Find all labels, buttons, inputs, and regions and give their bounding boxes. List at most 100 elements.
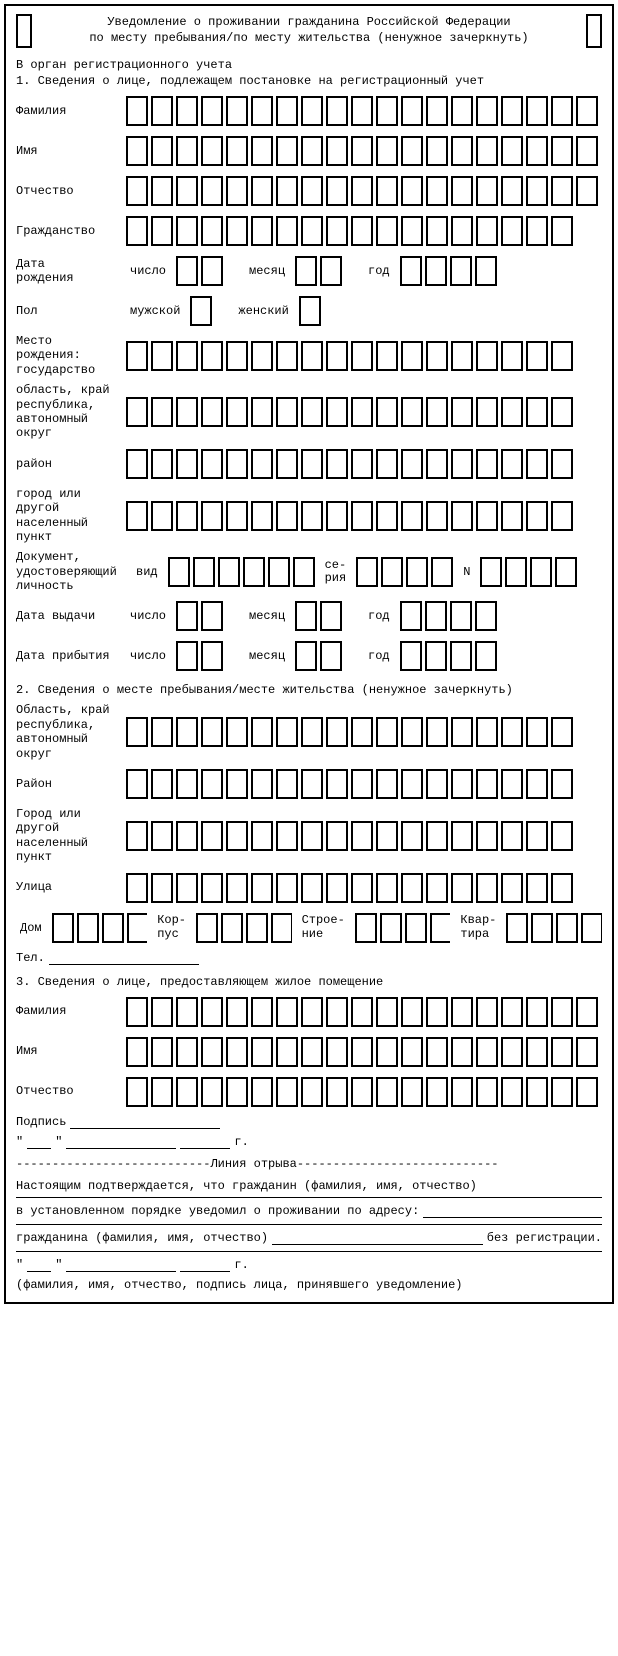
cells-district2[interactable] bbox=[126, 769, 573, 799]
row-tel: Тел. bbox=[16, 951, 602, 965]
row-issue-date: Дата выдачи число месяц год bbox=[16, 599, 602, 633]
label-sex: Пол bbox=[16, 304, 120, 318]
confirm-rule3 bbox=[16, 1251, 602, 1252]
cells-stroenie[interactable] bbox=[355, 913, 451, 943]
label-tel: Тел. bbox=[16, 951, 45, 965]
label-issue-day: число bbox=[126, 609, 170, 623]
label-issue-date: Дата выдачи bbox=[16, 609, 120, 623]
row-doc: Документ, удостоверяющий личность вид се… bbox=[16, 550, 602, 593]
cells-street[interactable] bbox=[126, 873, 573, 903]
cells-region2[interactable] bbox=[126, 717, 573, 747]
cells-pob-state[interactable] bbox=[126, 341, 573, 371]
cells-region[interactable] bbox=[126, 397, 573, 427]
confirm-rule2[interactable] bbox=[16, 1224, 602, 1225]
cells-district[interactable] bbox=[126, 449, 573, 479]
cells-arrival-year[interactable] bbox=[400, 641, 497, 671]
cells-issue-year[interactable] bbox=[400, 601, 497, 631]
cells-citizenship[interactable] bbox=[126, 216, 573, 246]
confirm-line3: гражданина (фамилия, имя, отчество) без … bbox=[16, 1231, 602, 1245]
cells-arrival-month[interactable] bbox=[295, 641, 342, 671]
cells-arrival-day[interactable] bbox=[176, 641, 223, 671]
label-year: год bbox=[364, 264, 394, 278]
cells-issue-month[interactable] bbox=[295, 601, 342, 631]
label-doc-n: N bbox=[459, 565, 474, 579]
cells-doc-n[interactable] bbox=[480, 557, 577, 587]
label-city: город или другой населенный пункт bbox=[16, 487, 120, 545]
label-issue-month: месяц bbox=[245, 609, 289, 623]
label-male: мужской bbox=[126, 304, 184, 318]
cell-male[interactable] bbox=[190, 296, 212, 326]
header: Уведомление о проживании гражданина Росс… bbox=[16, 14, 602, 48]
confirm-rule1[interactable] bbox=[16, 1197, 602, 1198]
cells-name[interactable] bbox=[126, 136, 598, 166]
row-date1: " " г. bbox=[16, 1135, 602, 1149]
date2-quote-open: " bbox=[16, 1258, 23, 1272]
row-sex: Пол мужской женский bbox=[16, 294, 602, 328]
label-district: район bbox=[16, 457, 120, 471]
cells-city[interactable] bbox=[126, 501, 573, 531]
confirm3a-text: гражданина (фамилия, имя, отчество) bbox=[16, 1231, 268, 1245]
confirm3-field[interactable] bbox=[272, 1233, 483, 1245]
label-citizenship: Гражданство bbox=[16, 224, 120, 238]
row-name3: Имя bbox=[16, 1035, 602, 1069]
confirm-line2: в установленном порядке уведомил о прожи… bbox=[16, 1204, 602, 1218]
row-arrival-date: Дата прибытия число месяц год bbox=[16, 639, 602, 673]
row-surname3: Фамилия bbox=[16, 995, 602, 1029]
date-quote-close: " bbox=[55, 1135, 62, 1149]
label-region2: Область, край республика, автономный окр… bbox=[16, 703, 120, 761]
cells-house[interactable] bbox=[52, 913, 148, 943]
row-patronymic: Отчество bbox=[16, 174, 602, 208]
confirm2-text: в установленном порядке уведомил о прожи… bbox=[16, 1204, 419, 1218]
label-name: Имя bbox=[16, 144, 120, 158]
row-dob: Дата рождения число месяц год bbox=[16, 254, 602, 288]
tel-field[interactable] bbox=[49, 951, 199, 964]
label-issue-year: год bbox=[364, 609, 394, 623]
date2-month[interactable] bbox=[66, 1258, 176, 1271]
form-page: Уведомление о проживании гражданина Росс… bbox=[4, 4, 614, 1304]
cells-patronymic3[interactable] bbox=[126, 1077, 598, 1107]
cells-patronymic[interactable] bbox=[126, 176, 598, 206]
cells-doc-kind[interactable] bbox=[168, 557, 315, 587]
label-arrival-date: Дата прибытия bbox=[16, 649, 120, 663]
corner-box-left bbox=[16, 14, 32, 48]
label-patronymic3: Отчество bbox=[16, 1084, 120, 1098]
label-arrival-year: год bbox=[364, 649, 394, 663]
cells-issue-day[interactable] bbox=[176, 601, 223, 631]
signature-field[interactable] bbox=[70, 1115, 220, 1128]
row-city2: Город или другой населенный пункт bbox=[16, 807, 602, 865]
cells-surname3[interactable] bbox=[126, 997, 598, 1027]
label-arrival-month: месяц bbox=[245, 649, 289, 663]
label-district2: Район bbox=[16, 777, 120, 791]
confirm2-field[interactable] bbox=[423, 1206, 602, 1218]
row-street: Улица bbox=[16, 871, 602, 905]
label-stroenie: Строе- ние bbox=[298, 914, 349, 940]
cells-kvartira[interactable] bbox=[506, 913, 602, 943]
cells-dob-day[interactable] bbox=[176, 256, 223, 286]
date1-month[interactable] bbox=[66, 1135, 176, 1148]
cell-female[interactable] bbox=[299, 296, 321, 326]
cells-name3[interactable] bbox=[126, 1037, 598, 1067]
label-kvartira: Квар- тира bbox=[456, 914, 500, 940]
cells-dob-month[interactable] bbox=[295, 256, 342, 286]
label-street: Улица bbox=[16, 880, 120, 894]
section1-title: 1. Сведения о лице, подлежащем постановк… bbox=[16, 74, 602, 88]
label-doc-series: се- рия bbox=[321, 559, 351, 585]
organ-line: В орган регистрационного учета bbox=[16, 58, 602, 72]
cells-city2[interactable] bbox=[126, 821, 573, 851]
date2-quote-close: " bbox=[55, 1258, 62, 1272]
label-doc-kind: вид bbox=[132, 565, 162, 579]
row-surname: Фамилия bbox=[16, 94, 602, 128]
label-day: число bbox=[126, 264, 170, 278]
label-arrival-day: число bbox=[126, 649, 170, 663]
date1-year[interactable] bbox=[180, 1135, 230, 1148]
cells-dob-year[interactable] bbox=[400, 256, 497, 286]
row-district2: Район bbox=[16, 767, 602, 801]
row-name: Имя bbox=[16, 134, 602, 168]
date2-day[interactable] bbox=[27, 1258, 51, 1271]
date2-year[interactable] bbox=[180, 1258, 230, 1271]
cells-korpus[interactable] bbox=[196, 913, 292, 943]
label-female: женский bbox=[234, 304, 292, 318]
cells-doc-series[interactable] bbox=[356, 557, 453, 587]
cells-surname[interactable] bbox=[126, 96, 598, 126]
date1-day[interactable] bbox=[27, 1135, 51, 1148]
